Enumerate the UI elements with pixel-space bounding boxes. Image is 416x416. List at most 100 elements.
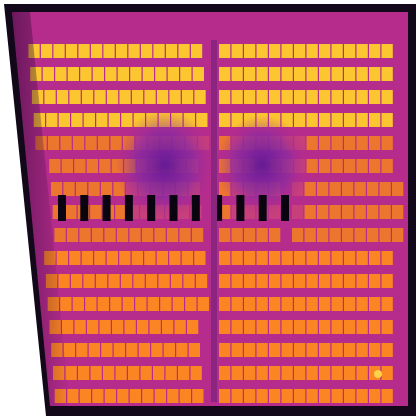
panel-cell [269, 274, 281, 288]
panel-cell [92, 389, 104, 403]
panel-cell [381, 44, 393, 58]
panel-cell [181, 251, 193, 265]
panel-cell [63, 343, 75, 357]
panel-cell [281, 389, 293, 403]
panel-cell [80, 67, 92, 81]
dark-slot [214, 195, 223, 221]
panel-cell [269, 297, 281, 311]
panel-cell [127, 205, 139, 219]
panel-cell [381, 113, 393, 127]
panel-cell [244, 274, 256, 288]
panel-cell [69, 251, 81, 265]
panel-cell [124, 320, 136, 334]
panel-cell [135, 297, 147, 311]
panel-cell [294, 297, 306, 311]
panel-cell [306, 136, 318, 150]
panel-cell [119, 90, 131, 104]
left-edge-shade [12, 12, 70, 406]
panel-cell [231, 44, 243, 58]
panel-cell [180, 67, 192, 81]
panel-cell [129, 228, 141, 242]
panel-cell [190, 44, 203, 58]
panel-cell [256, 90, 268, 104]
panel-cell [356, 136, 368, 150]
panel-cell [381, 389, 393, 403]
panel-cell [83, 113, 95, 127]
panel-cell [281, 274, 293, 288]
panel-cell [85, 297, 97, 311]
panel-cell [183, 274, 195, 288]
panel-cell [151, 343, 163, 357]
panel-cell [58, 274, 70, 288]
panel-cell [306, 113, 318, 127]
panel-cell [122, 297, 134, 311]
panel-cell [78, 366, 90, 380]
panel-cell [149, 320, 161, 334]
panel-cell [344, 136, 356, 150]
panel-cell [306, 251, 318, 265]
panel-cell [85, 136, 97, 150]
panel-cell [117, 67, 129, 81]
panel-cell [154, 228, 166, 242]
panel-cell [65, 366, 77, 380]
panel-cell [281, 343, 293, 357]
panel-cell [74, 159, 86, 173]
panel-cell [99, 320, 111, 334]
panel-cell [79, 389, 91, 403]
panel-cell [256, 320, 268, 334]
panel-cell [294, 274, 306, 288]
panel-cell [69, 90, 81, 104]
panel-cell [170, 274, 183, 288]
panel-cell [120, 274, 133, 288]
panel-cell [294, 251, 306, 265]
panel-cell [231, 67, 243, 81]
panel-cell [56, 90, 69, 104]
panel-cell [319, 136, 331, 150]
panel-cell [344, 320, 356, 334]
panel-cell [244, 228, 256, 242]
panel-cell [369, 343, 381, 357]
panel-cell [269, 320, 281, 334]
panel-cell [28, 44, 40, 58]
panel-cell [256, 251, 268, 265]
panel-cell [354, 228, 366, 242]
panel-cell [103, 366, 115, 380]
panel-cell [97, 297, 109, 311]
panel-cell [195, 274, 208, 288]
panel-cell [185, 297, 197, 311]
panel-cell [142, 389, 154, 403]
panel-cell [44, 90, 56, 104]
panel-cell [329, 182, 341, 196]
panel-cell [106, 251, 118, 265]
panel-cell [94, 90, 106, 104]
panel-cell [369, 67, 381, 81]
panel-cell [70, 274, 83, 288]
panel-cell [319, 389, 331, 403]
panel-cell [354, 205, 366, 219]
panel-cell [144, 90, 156, 104]
panel-cell [112, 320, 124, 334]
panel-cell [231, 389, 243, 403]
panel-cell [356, 67, 368, 81]
panel-cell [281, 44, 293, 58]
panel-cell [110, 136, 122, 150]
panel-cell [72, 297, 84, 311]
panel-cell [67, 389, 79, 403]
panel-cell [306, 44, 318, 58]
panel-cell [63, 182, 75, 196]
dark-slot [258, 195, 267, 221]
panel-cell [163, 343, 175, 357]
panel-cell [319, 320, 331, 334]
panel-cell [342, 205, 354, 219]
panel-cell [344, 44, 356, 58]
panel-cell [79, 228, 91, 242]
panel-cell [356, 366, 368, 380]
panel-cell [319, 113, 331, 127]
panel-cell [129, 389, 141, 403]
panel-cell [319, 159, 331, 173]
panel-cell [294, 343, 306, 357]
panel-cell [144, 251, 156, 265]
panel-cell [269, 389, 281, 403]
